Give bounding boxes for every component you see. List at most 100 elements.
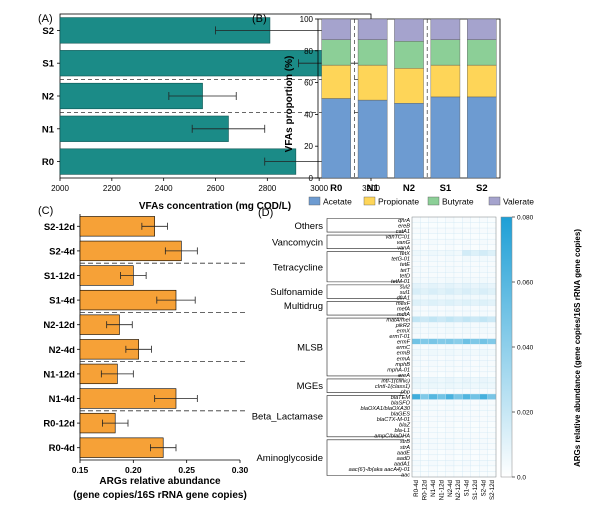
heatmap-cell — [487, 438, 497, 444]
heatmap-group-bracket — [326, 378, 404, 393]
heatmap-cell — [437, 449, 446, 456]
heatmap-cell — [437, 355, 446, 361]
heatmap-cell — [453, 432, 463, 439]
heatmap-cell — [487, 410, 497, 417]
heatmap-cell — [428, 415, 438, 422]
heatmap-cell — [470, 432, 480, 439]
heatmap-cell — [420, 382, 429, 389]
heatmap-cell — [445, 255, 455, 262]
heatmap-cell — [453, 338, 463, 345]
panel-a-ytick-label: R0 — [42, 157, 54, 168]
heatmap-cell — [487, 255, 497, 262]
heatmap-cell — [428, 227, 438, 234]
heatmap-row-label: aadD — [397, 456, 410, 462]
heatmap-cell — [453, 443, 463, 450]
panel-c-xlabel: ARGs relative abundance — [99, 476, 221, 487]
heatmap-cell — [428, 421, 438, 428]
heatmap-cell — [453, 272, 463, 279]
heatmap-cell — [487, 404, 497, 411]
heatmap-cell — [487, 227, 497, 234]
heatmap-cell — [470, 443, 480, 450]
heatmap-cell — [445, 382, 455, 389]
heatmap-row-label: pbp — [400, 389, 410, 395]
panel-a-xtick-label: 3200 — [362, 184, 380, 193]
heatmap-cell — [487, 244, 497, 251]
heatmap-cell — [428, 355, 438, 361]
heatmap-cell — [479, 316, 488, 323]
heatmap-cell — [420, 344, 429, 350]
heatmap-cell — [487, 316, 497, 323]
heatmap-cell — [445, 288, 455, 295]
heatmap-cell — [437, 415, 446, 422]
heatmap-cell — [445, 454, 455, 461]
heatmap-cell — [470, 344, 480, 350]
heatmap-cell — [487, 443, 497, 450]
heatmap-cell — [428, 310, 438, 317]
heatmap-cell — [445, 227, 455, 234]
heatmap-cell — [437, 333, 446, 339]
heatmap-cell — [445, 272, 455, 279]
colorbar-tick-label: 0.060 — [517, 280, 534, 287]
panel-b-legend-swatch — [488, 196, 501, 206]
heatmap-cell — [470, 471, 480, 478]
panel-b-bar-segment — [394, 18, 424, 42]
heatmap-cell — [428, 321, 438, 328]
heatmap-cell — [437, 266, 446, 273]
heatmap-cell — [445, 360, 455, 367]
heatmap-cell — [453, 266, 463, 273]
heatmap-cell — [437, 421, 446, 428]
heatmap-cell — [411, 344, 421, 350]
colorbar-tick-label: 0.0 — [517, 475, 526, 482]
panel-c-args-abundance-chart: (C) ARGs relative abundance (gene copies… — [38, 205, 249, 501]
heatmap-cell — [428, 377, 438, 384]
heatmap-cell — [428, 222, 438, 229]
heatmap-cell — [462, 432, 471, 439]
heatmap-cell — [462, 349, 471, 356]
heatmap-group-bracket — [326, 301, 404, 316]
heatmap-cell — [479, 266, 488, 273]
heatmap-cell — [479, 250, 488, 256]
heatmap-cell — [411, 427, 421, 433]
heatmap-row-label: qnrA — [398, 218, 410, 224]
heatmap-cell — [428, 294, 438, 301]
heatmap-cell — [462, 222, 471, 229]
panel-b-ytick-label: 100 — [300, 15, 314, 24]
heatmap-cell — [479, 404, 488, 411]
heatmap-cell — [411, 388, 421, 395]
heatmap-cell — [445, 438, 455, 444]
heatmap-cell — [479, 255, 488, 262]
panel-c-xlabel-2: (gene copies/16S rRNA gene copies) — [73, 490, 247, 501]
heatmap-cell — [462, 366, 471, 373]
heatmap-cell — [470, 288, 480, 295]
heatmap-cell — [445, 393, 455, 400]
heatmap-group-bracket — [326, 284, 404, 299]
panel-b-bar-segment — [394, 68, 424, 104]
heatmap-cell — [453, 421, 463, 428]
heatmap-cell — [445, 310, 455, 317]
heatmap-row-label: ermA — [397, 356, 411, 362]
heatmap-cell — [411, 471, 421, 478]
panel-c-ytick-label: S1-12d — [44, 271, 75, 282]
heatmap-group-label: Multidrug — [284, 301, 323, 312]
heatmap-cell — [420, 244, 429, 251]
heatmap-cell — [420, 377, 429, 384]
heatmap-cell — [428, 438, 438, 444]
heatmap-cell — [470, 244, 480, 251]
heatmap-cell — [420, 449, 429, 456]
panel-b-bar-segment — [321, 18, 351, 40]
heatmap-cell — [445, 305, 455, 312]
heatmap-cell — [462, 460, 471, 467]
panel-c-ytick-label: N1-12d — [43, 369, 75, 380]
panel-b-bar-segment — [357, 39, 388, 66]
heatmap-cell — [428, 233, 438, 240]
heatmap-cell — [479, 244, 488, 251]
heatmap-cell — [437, 410, 446, 417]
panel-b-bar-segment — [321, 64, 351, 99]
heatmap-cell — [479, 377, 488, 384]
panel-b-bar-segment — [357, 99, 388, 179]
heatmap-cell — [487, 222, 497, 229]
heatmap-cell — [445, 266, 455, 273]
heatmap-cell — [487, 216, 497, 223]
heatmap-cell — [470, 250, 480, 256]
heatmap-cell — [445, 421, 455, 428]
